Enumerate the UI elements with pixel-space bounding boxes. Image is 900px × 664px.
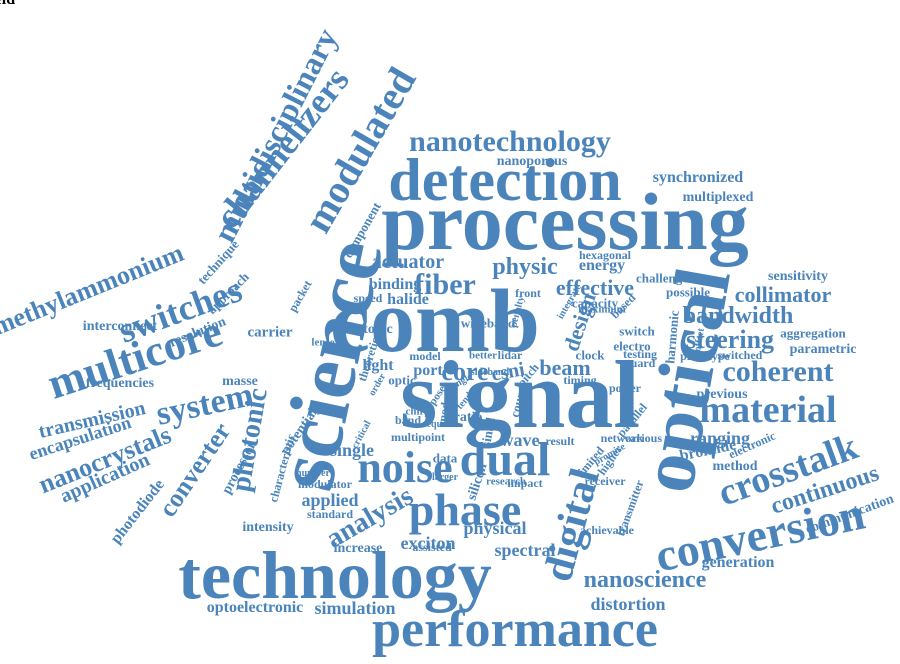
word-noise: noise	[357, 443, 453, 492]
word-speed: speed	[353, 291, 383, 305]
word-comb: comb	[330, 272, 540, 371]
word-impact: impact	[507, 476, 543, 490]
word-spectral: spectral	[494, 540, 556, 560]
word-larger: larger	[431, 472, 459, 483]
word-synchronized: synchronized	[652, 169, 744, 186]
word-masse: masse	[222, 374, 258, 389]
word-field: field	[0, 0, 15, 8]
word-lense: lense	[311, 336, 335, 349]
word-result: result	[545, 434, 575, 448]
word-beam: beam	[539, 355, 591, 380]
word-physical: physical	[463, 518, 527, 538]
word-distortion: distortion	[590, 594, 666, 614]
word-front: front	[515, 286, 541, 300]
word-number: number	[296, 468, 330, 479]
word-bandwidth: bandwidth	[682, 303, 794, 329]
word-achievable: achievable	[580, 523, 634, 537]
word-applied: applied	[301, 490, 359, 510]
word-nanotechnology: nanotechnology	[409, 125, 611, 158]
word-assisted: assisted	[412, 540, 452, 554]
word-hexagonal: hexagonal	[578, 248, 632, 262]
word-switch: switch	[619, 323, 655, 339]
word-interconnect: interconnect	[82, 319, 158, 334]
word-intensity: intensity	[242, 520, 294, 535]
word-optoelectronic: optoelectronic	[206, 599, 304, 616]
word-nanoscience: nanoscience	[583, 567, 707, 593]
word-power: power	[609, 381, 641, 395]
word-simulation: simulation	[314, 598, 396, 618]
word-effective: effective	[555, 275, 635, 300]
word-wave: wave	[500, 430, 540, 450]
word-processing: processing	[381, 176, 749, 267]
word-collimator: collimator	[734, 282, 832, 307]
word-better: better	[468, 349, 498, 362]
word-modulator: modulator	[298, 477, 352, 491]
word-actuator: actuator	[371, 251, 445, 273]
word-parametric: parametric	[789, 342, 857, 357]
word-detection: detection	[388, 147, 622, 213]
word-aggregation: aggregation	[780, 325, 846, 341]
word-prototype: prototype	[680, 349, 730, 363]
word-timing: timing	[563, 373, 597, 387]
word-receiver: receiver	[584, 474, 626, 488]
word-sensitivity: sensitivity	[768, 269, 828, 284]
word-performance: performance	[372, 601, 658, 658]
word-material: material	[699, 389, 837, 431]
word-steering: steering	[685, 325, 775, 354]
word-energy: energy	[578, 257, 626, 274]
word-topic: topic	[363, 322, 393, 337]
word-clock: clock	[575, 347, 605, 363]
word-research: research	[486, 475, 526, 488]
word-photodiode: photodiode	[107, 476, 168, 548]
word-sideband: sideband	[470, 367, 510, 378]
word-physic: physic	[492, 254, 558, 280]
word-dual: dual	[459, 433, 551, 486]
word-single: single	[329, 440, 375, 460]
word-nanoporous: nanoporous	[496, 154, 568, 169]
word-optic: optic	[388, 372, 416, 388]
word-capacity: capacity	[571, 295, 619, 311]
word-guard: guard	[624, 356, 656, 370]
word-model: model	[409, 349, 441, 363]
word-point: point	[316, 404, 340, 415]
word-maximum: maximum	[578, 303, 626, 316]
word-data: data	[432, 450, 458, 466]
word-coherent: coherent	[722, 355, 834, 388]
word-frequencies: frequencies	[85, 376, 155, 391]
word-lidar: lidar	[497, 348, 523, 362]
word-network: network	[600, 431, 644, 445]
word-wideband: wideband	[460, 315, 516, 331]
word-halide: halide	[387, 291, 429, 308]
word-various: various	[623, 431, 663, 445]
word-testing: testing	[623, 347, 657, 361]
word-technology: technology	[178, 537, 492, 613]
word-require: require	[422, 419, 454, 430]
word-multipoint: multipoint	[390, 430, 446, 444]
word-electro: electro	[613, 338, 651, 354]
word-increase: increase	[333, 541, 383, 556]
word-switched: switched	[717, 348, 763, 362]
word-binding: binding	[368, 276, 422, 293]
word-ratio: ratio	[453, 410, 483, 425]
word-chirp: chirp	[405, 405, 431, 418]
word-previous: previous	[696, 387, 748, 402]
word-challenge: challenge	[636, 270, 688, 286]
word-port: port	[413, 362, 443, 379]
word-phase: phase	[408, 484, 522, 535]
word-signal: signal	[399, 341, 641, 448]
word-band: band	[394, 413, 422, 427]
word-exciton: exciton	[400, 533, 456, 553]
word-possible: possible	[665, 284, 711, 300]
word-core: core	[441, 357, 489, 386]
word-standard: standard	[306, 507, 354, 521]
word-generation: generation	[701, 554, 775, 571]
word-ranging: ranging	[689, 428, 751, 448]
word-multiplexed: multiplexed	[682, 190, 754, 205]
word-method: method	[712, 459, 758, 474]
word-fiber: fiber	[414, 268, 476, 301]
word-carrier: carrier	[247, 324, 293, 341]
word-light: light	[362, 357, 394, 374]
